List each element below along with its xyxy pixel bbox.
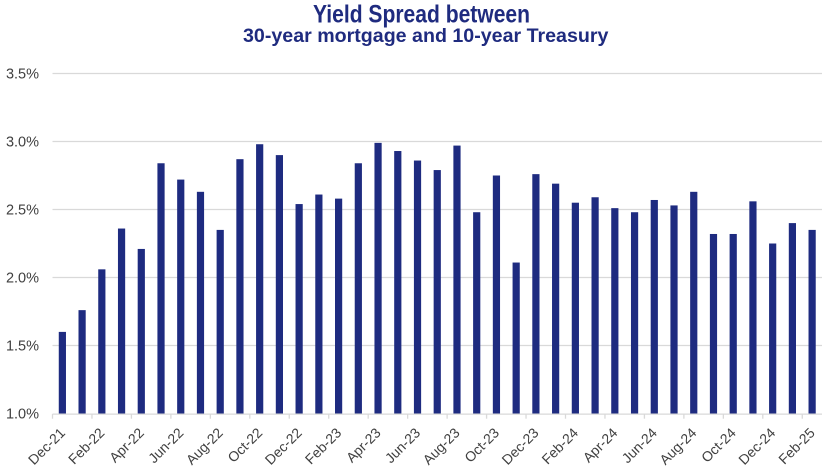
svg-text:3.5%: 3.5% xyxy=(6,66,39,82)
svg-text:1.5%: 1.5% xyxy=(6,338,39,354)
svg-text:1.0%: 1.0% xyxy=(6,406,39,422)
svg-text:3.0%: 3.0% xyxy=(6,134,39,150)
svg-text:30-year mortgage and 10-year T: 30-year mortgage and 10-year Treasury xyxy=(243,26,609,47)
svg-text:2.5%: 2.5% xyxy=(6,202,39,218)
svg-text:Yield Spread between: Yield Spread between xyxy=(313,1,530,29)
svg-text:2.0%: 2.0% xyxy=(6,270,39,286)
